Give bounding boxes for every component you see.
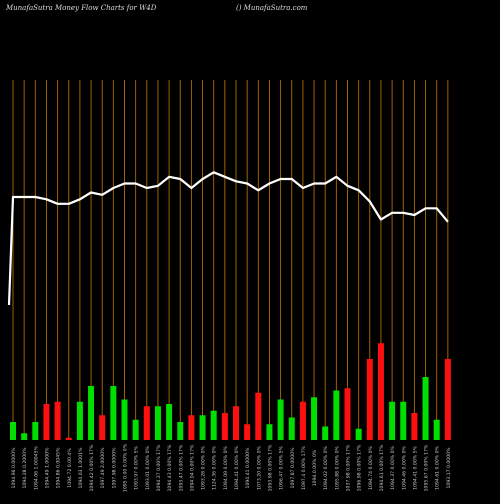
bar xyxy=(54,401,61,440)
x-tick-label: 1094.02 0.00% 0% xyxy=(323,445,329,489)
x-tick-label: 1094.37 0.00% 17% xyxy=(156,444,162,491)
bar xyxy=(344,388,351,440)
x-tick-label: 1096.47 0.00% 5% xyxy=(279,445,285,489)
site-credit: () MunafaSutra.com xyxy=(236,4,308,12)
x-tick-label: 1094.41 0.00% 5% xyxy=(412,445,418,489)
bar xyxy=(210,410,217,440)
x-tick-label: 1094.96 0.0000% xyxy=(11,447,17,489)
bar xyxy=(10,422,16,440)
bar xyxy=(32,422,39,440)
x-tick-label: 1094.72 0.00 4% xyxy=(67,448,73,488)
bar xyxy=(299,401,306,440)
bar xyxy=(132,419,139,440)
x-tick-label: 1094.61 0.00% 17% xyxy=(379,444,385,491)
bar xyxy=(366,359,373,440)
bar xyxy=(177,422,184,440)
bar xyxy=(121,399,128,440)
x-tick-label: 1097.98 0.0000% xyxy=(111,447,117,489)
x-tick-label: 1094.43 0.00% 17% xyxy=(167,444,173,491)
x-tick-label: 1097.87 0.0000% xyxy=(290,447,296,489)
x-tick-label: 1097.49 2.0000% xyxy=(100,447,106,489)
bar xyxy=(21,433,28,440)
x-tick-label: 1094.37 0.00% 0% xyxy=(390,445,396,489)
x-tick-label: 1094.41 0.00% 0% xyxy=(234,445,240,489)
bar xyxy=(377,343,384,440)
x-tick-label: 1094.86 0.0045% xyxy=(56,447,62,489)
bar xyxy=(233,406,239,440)
bar xyxy=(255,392,262,440)
bar xyxy=(65,437,72,440)
x-tick-label: 1096.98 0.00% 17% xyxy=(357,444,363,491)
bar xyxy=(288,417,295,440)
x-tick-label: 1094.28 0.2000% xyxy=(22,447,28,489)
bar xyxy=(154,406,161,440)
x-tick-label: 1037.98 0.00% 17% xyxy=(346,444,352,491)
bar xyxy=(355,428,362,440)
x-tick-label: 1094.04 0.00% 17% xyxy=(189,444,195,491)
price-line xyxy=(7,171,449,306)
bar xyxy=(166,404,173,440)
chart-title: MunafaSutra Money Flow Charts for W4D xyxy=(6,4,157,12)
x-tick-label: 1097.4 0.00% 17% xyxy=(301,445,307,489)
bar xyxy=(110,386,117,440)
bar xyxy=(322,426,329,440)
bar xyxy=(400,401,407,440)
x-tick-label: 1095 0.00 0.00% 0% xyxy=(123,443,129,492)
bar xyxy=(221,413,228,440)
x-tick-label: 1094.0.00% 0% xyxy=(312,449,318,486)
bar xyxy=(143,406,150,440)
x-tick-label: 1073.20 0.00% 0% xyxy=(256,445,262,489)
x-tick-label: 1093.47 0.00% 17% xyxy=(178,444,184,491)
x-tick-label: 1094.49 1.0000% xyxy=(44,447,50,489)
x-tick-label: 1093.17 0.0000% xyxy=(446,447,452,489)
bar xyxy=(188,415,195,440)
x-tick-label: 1124.36 0.00% 0% xyxy=(212,445,218,489)
bar xyxy=(277,399,284,440)
bar xyxy=(43,404,50,440)
x-tick-label: 1093.98 0.00% 17% xyxy=(267,444,273,491)
bar xyxy=(244,424,251,440)
bar xyxy=(199,415,206,440)
x-tick-label: 1093.01 0.00% 0% xyxy=(145,445,151,489)
x-tick-label: 1094.46 0.00% 0% xyxy=(401,445,407,489)
bar xyxy=(88,386,95,440)
x-tick-label: 1094.61 0.00% 0% xyxy=(435,445,441,489)
bar xyxy=(76,401,83,440)
x-tick-label: 1095.67 0.00% 17% xyxy=(424,444,430,491)
x-tick-label: 1093.97 0.00% 5% xyxy=(134,445,140,489)
bar xyxy=(444,359,451,440)
x-tick-label: 1094.06 1.00045% xyxy=(33,445,39,489)
x-tick-label: 1095.88 0.00% 0% xyxy=(334,445,340,489)
bar xyxy=(333,390,340,440)
bar xyxy=(311,397,318,440)
bar xyxy=(389,401,396,440)
x-tick-label: 1094.09 0.00% 0% xyxy=(223,445,229,489)
x-tick-label: 1093.28 0.00% 0% xyxy=(201,445,207,489)
bar xyxy=(422,377,429,440)
x-tick-label: 1094.03 1.0001% xyxy=(78,447,84,489)
bar xyxy=(411,413,418,440)
x-tick-label: 1094.42 0.00% 17% xyxy=(89,444,95,491)
x-tick-label: 1094.41 0.0000% xyxy=(245,447,251,489)
bar xyxy=(433,419,440,440)
bar xyxy=(266,424,273,440)
bar xyxy=(99,415,106,440)
x-tick-label: 1094.74 0.00% 0% xyxy=(368,445,374,489)
